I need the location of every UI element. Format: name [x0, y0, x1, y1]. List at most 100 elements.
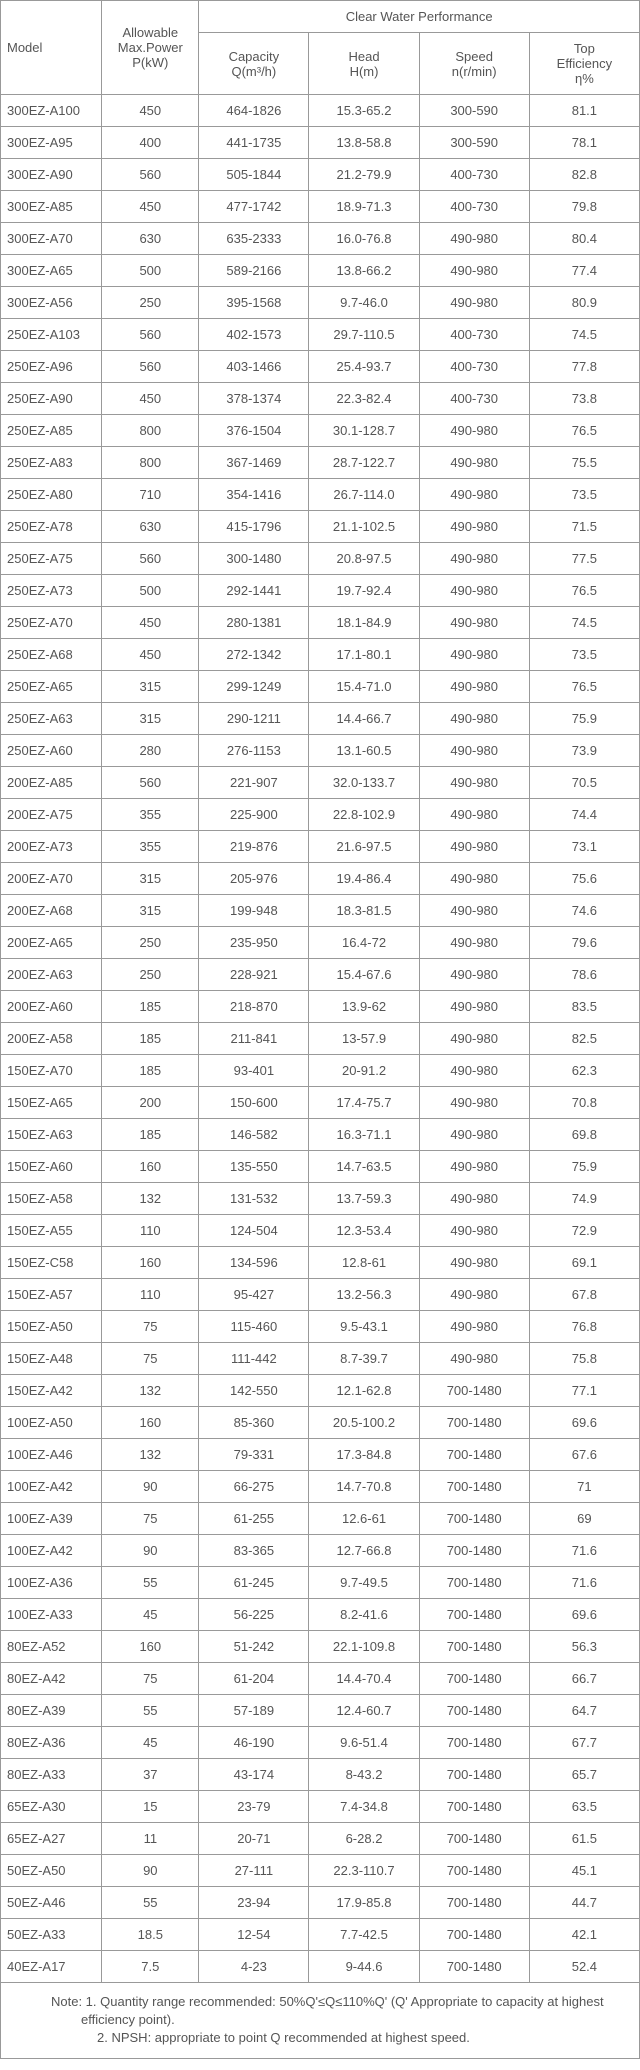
- header-capacity: CapacityQ(m³/h): [199, 33, 309, 95]
- table-cell: 74.4: [529, 799, 639, 831]
- table-cell: 135-550: [199, 1151, 309, 1183]
- table-cell: 14.7-70.8: [309, 1471, 419, 1503]
- table-cell: 15.4-67.6: [309, 959, 419, 991]
- table-cell: 80EZ-A33: [1, 1759, 102, 1791]
- table-cell: 66.7: [529, 1663, 639, 1695]
- table-cell: 160: [102, 1151, 199, 1183]
- table-cell: 15: [102, 1791, 199, 1823]
- table-cell: 50EZ-A46: [1, 1887, 102, 1919]
- table-cell: 490-980: [419, 479, 529, 511]
- table-row: 250EZ-A96560403-146625.4-93.7400-73077.8: [1, 351, 640, 383]
- table-cell: 490-980: [419, 735, 529, 767]
- table-cell: 250EZ-A65: [1, 671, 102, 703]
- table-cell: 490-980: [419, 511, 529, 543]
- table-cell: 12.7-66.8: [309, 1535, 419, 1567]
- table-cell: 23-94: [199, 1887, 309, 1919]
- table-cell: 235-950: [199, 927, 309, 959]
- table-cell: 100EZ-A33: [1, 1599, 102, 1631]
- table-cell: 200EZ-A70: [1, 863, 102, 895]
- table-cell: 45.1: [529, 1855, 639, 1887]
- table-cell: 700-1480: [419, 1823, 529, 1855]
- table-row: 250EZ-A103560402-157329.7-110.5400-73074…: [1, 319, 640, 351]
- table-cell: 61-204: [199, 1663, 309, 1695]
- table-cell: 150EZ-A65: [1, 1087, 102, 1119]
- table-cell: 75.6: [529, 863, 639, 895]
- table-cell: 560: [102, 351, 199, 383]
- table-cell: 200EZ-A63: [1, 959, 102, 991]
- table-cell: 250EZ-A90: [1, 383, 102, 415]
- table-row: 300EZ-A100450464-182615.3-65.2300-59081.…: [1, 95, 640, 127]
- table-cell: 9.6-51.4: [309, 1727, 419, 1759]
- table-cell: 80EZ-A39: [1, 1695, 102, 1727]
- table-cell: 14.4-70.4: [309, 1663, 419, 1695]
- table-cell: 300EZ-A95: [1, 127, 102, 159]
- table-cell: 13.1-60.5: [309, 735, 419, 767]
- table-cell: 160: [102, 1247, 199, 1279]
- table-cell: 90: [102, 1535, 199, 1567]
- table-cell: 13.8-58.8: [309, 127, 419, 159]
- table-cell: 55: [102, 1887, 199, 1919]
- table-cell: 315: [102, 703, 199, 735]
- table-cell: 700-1480: [419, 1855, 529, 1887]
- table-cell: 20.5-100.2: [309, 1407, 419, 1439]
- table-cell: 464-1826: [199, 95, 309, 127]
- table-cell: 441-1735: [199, 127, 309, 159]
- table-cell: 250EZ-A85: [1, 415, 102, 447]
- table-cell: 142-550: [199, 1375, 309, 1407]
- table-row: 200EZ-A73355219-87621.6-97.5490-98073.1: [1, 831, 640, 863]
- table-cell: 378-1374: [199, 383, 309, 415]
- table-row: 250EZ-A78630415-179621.1-102.5490-98071.…: [1, 511, 640, 543]
- table-cell: 100EZ-A42: [1, 1535, 102, 1567]
- table-cell: 71.5: [529, 511, 639, 543]
- table-cell: 200EZ-A73: [1, 831, 102, 863]
- table-cell: 11: [102, 1823, 199, 1855]
- table-row: 50EZ-A465523-9417.9-85.8700-148044.7: [1, 1887, 640, 1919]
- table-cell: 250: [102, 959, 199, 991]
- table-cell: 13.8-66.2: [309, 255, 419, 287]
- table-cell: 71.6: [529, 1535, 639, 1567]
- table-cell: 14.4-66.7: [309, 703, 419, 735]
- table-cell: 61-255: [199, 1503, 309, 1535]
- table-cell: 73.5: [529, 639, 639, 671]
- table-cell: 95-427: [199, 1279, 309, 1311]
- table-cell: 7.7-42.5: [309, 1919, 419, 1951]
- table-cell: 9.7-46.0: [309, 287, 419, 319]
- table-cell: 160: [102, 1631, 199, 1663]
- table-cell: 15.3-65.2: [309, 95, 419, 127]
- table-cell: 67.7: [529, 1727, 639, 1759]
- table-cell: 132: [102, 1183, 199, 1215]
- table-cell: 22.1-109.8: [309, 1631, 419, 1663]
- performance-table: Model AllowableMax.PowerP(kW) Clear Wate…: [0, 0, 640, 1983]
- table-cell: 150EZ-A57: [1, 1279, 102, 1311]
- table-cell: 700-1480: [419, 1919, 529, 1951]
- table-cell: 62.3: [529, 1055, 639, 1087]
- table-cell: 6-28.2: [309, 1823, 419, 1855]
- table-cell: 400-730: [419, 383, 529, 415]
- table-row: 150EZ-A55110124-50412.3-53.4490-98072.9: [1, 1215, 640, 1247]
- table-cell: 146-582: [199, 1119, 309, 1151]
- table-cell: 292-1441: [199, 575, 309, 607]
- table-cell: 18.1-84.9: [309, 607, 419, 639]
- table-cell: 200EZ-A85: [1, 767, 102, 799]
- table-cell: 132: [102, 1439, 199, 1471]
- table-cell: 490-980: [419, 1119, 529, 1151]
- table-cell: 51-242: [199, 1631, 309, 1663]
- table-cell: 490-980: [419, 703, 529, 735]
- table-cell: 490-980: [419, 575, 529, 607]
- table-cell: 19.7-92.4: [309, 575, 419, 607]
- table-cell: 12.6-61: [309, 1503, 419, 1535]
- table-cell: 400-730: [419, 159, 529, 191]
- table-cell: 56-225: [199, 1599, 309, 1631]
- table-cell: 700-1480: [419, 1951, 529, 1983]
- table-row: 80EZ-A5216051-24222.1-109.8700-148056.3: [1, 1631, 640, 1663]
- table-cell: 19.4-86.4: [309, 863, 419, 895]
- table-cell: 355: [102, 831, 199, 863]
- table-cell: 76.8: [529, 1311, 639, 1343]
- table-cell: 300-1480: [199, 543, 309, 575]
- table-cell: 90: [102, 1471, 199, 1503]
- table-cell: 13-57.9: [309, 1023, 419, 1055]
- table-cell: 250EZ-A75: [1, 543, 102, 575]
- table-cell: 250EZ-A60: [1, 735, 102, 767]
- table-cell: 403-1466: [199, 351, 309, 383]
- table-cell: 21.2-79.9: [309, 159, 419, 191]
